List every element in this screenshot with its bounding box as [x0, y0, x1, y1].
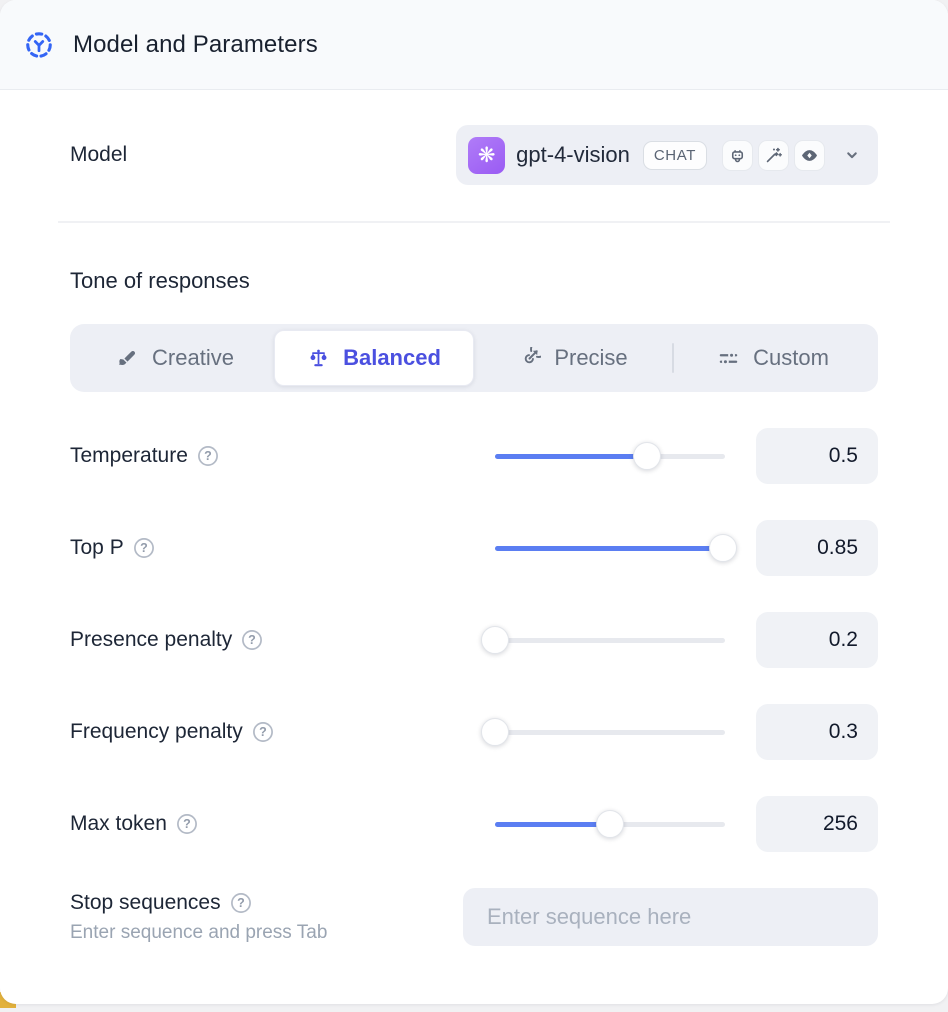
tone-option-balanced[interactable]: Balanced: [274, 330, 474, 386]
help-icon[interactable]: ?: [230, 892, 252, 914]
tone-option-precise[interactable]: Precise: [474, 330, 672, 386]
section-divider: [58, 221, 890, 223]
max-token-slider[interactable]: [495, 810, 725, 838]
svg-text:?: ?: [204, 449, 212, 463]
chat-type-badge: CHAT: [642, 140, 707, 170]
stop-sequences-hint: Enter sequence and press Tab: [70, 921, 328, 943]
frequency-penalty-value[interactable]: 0.3: [756, 704, 878, 760]
param-row-temperature: Temperature ? 0.5: [70, 428, 878, 484]
slider-thumb[interactable]: [708, 534, 737, 562]
param-row-frequency-penalty: Frequency penalty ? 0.3: [70, 704, 878, 760]
openai-logo: ❋: [468, 136, 506, 174]
stop-sequence-input[interactable]: [463, 888, 878, 946]
presence-penalty-slider[interactable]: [481, 626, 725, 654]
slider-fill: [495, 821, 610, 827]
help-icon[interactable]: ?: [133, 537, 155, 559]
frequency-penalty-slider[interactable]: [481, 718, 725, 746]
top-p-slider[interactable]: [495, 534, 737, 562]
model-label: Model: [70, 143, 128, 166]
tone-option-label: Custom: [753, 345, 829, 370]
temperature-slider[interactable]: [495, 442, 725, 470]
presence-penalty-value[interactable]: 0.2: [756, 612, 878, 668]
help-icon[interactable]: ?: [197, 445, 219, 467]
tone-option-creative[interactable]: Creative: [76, 330, 274, 386]
vision-eye-icon: [794, 139, 825, 171]
param-label: Top P ?: [70, 536, 464, 560]
max-token-value[interactable]: 256: [756, 796, 878, 852]
help-icon[interactable]: ?: [241, 629, 263, 651]
stop-sequences-labels: Stop sequences ? Enter sequence and pres…: [70, 891, 463, 944]
tone-option-label: Creative: [152, 345, 234, 370]
help-icon[interactable]: ?: [252, 721, 274, 743]
svg-text:?: ?: [248, 633, 256, 647]
sliders-icon: [717, 347, 740, 370]
slider-fill: [495, 545, 723, 551]
svg-text:?: ?: [140, 541, 148, 555]
param-label: Presence penalty ?: [70, 628, 464, 652]
model-select-dropdown[interactable]: ❋ gpt-4-vision CHAT: [456, 125, 878, 185]
slider-thumb[interactable]: [481, 718, 509, 746]
svg-text:?: ?: [183, 817, 191, 831]
target-arrow-icon: [518, 346, 542, 370]
chevron-down-icon: [842, 145, 862, 165]
segment-divider: [672, 343, 674, 373]
balance-scale-icon: [307, 347, 330, 370]
slider-thumb[interactable]: [596, 810, 624, 838]
converge-arrows-icon: [24, 30, 54, 60]
top-p-value[interactable]: 0.85: [756, 520, 878, 576]
svg-text:?: ?: [259, 725, 267, 739]
panel-header: Model and Parameters: [0, 0, 948, 90]
slider-track[interactable]: [495, 729, 725, 735]
page-title: Model and Parameters: [73, 30, 318, 58]
robot-icon: [722, 139, 753, 171]
model-name: gpt-4-vision: [516, 142, 630, 167]
tone-option-label: Balanced: [343, 345, 441, 370]
tone-option-label: Precise: [554, 345, 628, 370]
param-label: Frequency penalty ?: [70, 720, 464, 744]
param-row-presence-penalty: Presence penalty ? 0.2: [70, 612, 878, 668]
param-row-max-token: Max token ? 256: [70, 796, 878, 852]
paintbrush-icon: [116, 347, 139, 370]
param-label: Max token ?: [70, 812, 464, 836]
param-label: Temperature ?: [70, 444, 464, 468]
slider-thumb[interactable]: [632, 442, 661, 470]
stop-sequences-row: Stop sequences ? Enter sequence and pres…: [70, 888, 878, 946]
help-icon[interactable]: ?: [176, 813, 198, 835]
magic-wand-icon: [758, 139, 789, 171]
slider-fill: [495, 453, 647, 459]
svg-text:?: ?: [237, 896, 245, 910]
stop-sequences-label: Stop sequences ?: [70, 891, 463, 915]
slider-thumb[interactable]: [481, 626, 509, 654]
model-row: Model ❋ gpt-4-vision CHAT: [70, 125, 878, 185]
tone-section-label: Tone of responses: [70, 268, 250, 293]
slider-track[interactable]: [495, 637, 725, 643]
tone-option-custom[interactable]: Custom: [674, 330, 872, 386]
param-row-top-p: Top P ? 0.85: [70, 520, 878, 576]
tone-segmented-control: Creative Balanced: [70, 324, 878, 392]
temperature-value[interactable]: 0.5: [756, 428, 878, 484]
capability-badges: [722, 139, 825, 171]
